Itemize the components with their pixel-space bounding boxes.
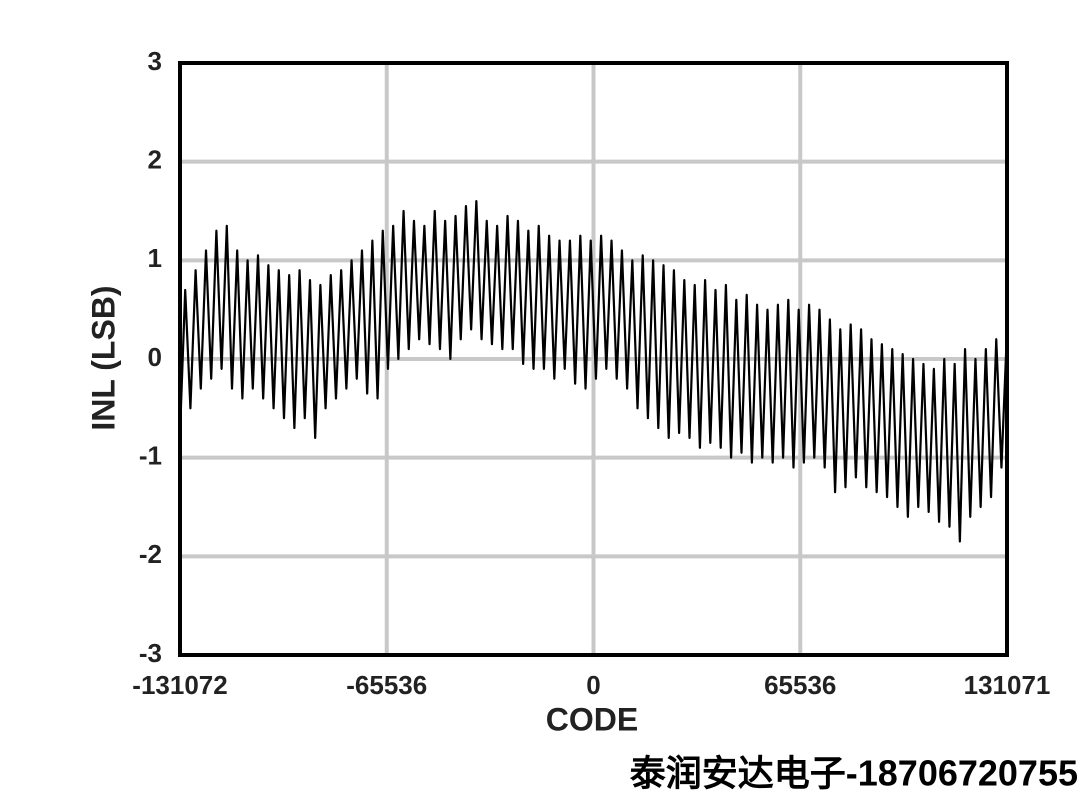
y-tick-label: -2 (139, 539, 162, 569)
y-tick-label: 2 (148, 145, 162, 175)
y-tick-label: 1 (148, 243, 162, 273)
watermark: 泰润安达电子-18706720755 (630, 753, 1078, 794)
x-tick-label: 0 (586, 670, 600, 700)
y-axis-label: INL (LSB) (85, 285, 121, 430)
x-tick-label: 131071 (964, 670, 1051, 700)
y-tick-label: 0 (148, 342, 162, 372)
x-tick-label: -65536 (346, 670, 427, 700)
x-tick-label: -131072 (132, 670, 227, 700)
line-series (178, 200, 1008, 543)
x-tick-label: 65536 (764, 670, 836, 700)
y-tick-label: -3 (139, 638, 162, 668)
x-axis-label: CODE (546, 701, 638, 737)
y-tick-label: 3 (148, 46, 162, 76)
plot-frame (178, 61, 1009, 657)
y-tick-label: -1 (139, 441, 162, 471)
